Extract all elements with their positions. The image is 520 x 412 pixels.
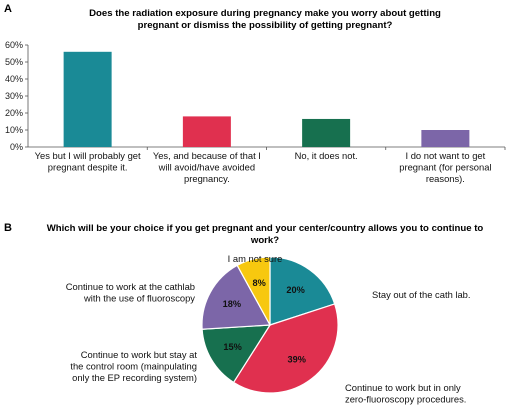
category-label: Yes but I will probably get pregnant desp… [35,150,141,173]
y-tick-label: 0% [10,142,23,152]
slice-category-label: Continue to work but stay at the control … [70,349,197,383]
y-tick-label: 10% [5,125,23,135]
chart-b-title-line-2: work? [250,235,279,246]
slice-percent-label: 8% [253,278,266,288]
y-tick-label: 60% [5,40,23,50]
pie-slice [201,324,272,384]
bar [63,51,112,147]
pie-slice [232,303,339,394]
chart-a-title-line-2: pregnant or dismiss the possibility of g… [138,20,393,31]
panel-b-letter: B [4,222,12,234]
y-tick-label: 50% [5,57,23,67]
slice-category-label: Continue to work at the cathlab with the … [66,281,196,304]
bar [421,130,470,147]
slice-percent-label: 20% [286,285,304,295]
y-tick-label: 40% [5,74,23,84]
pie-slice [269,256,336,326]
bar [182,116,231,147]
slice-category-label: I am not sure [228,253,283,264]
y-tick-label: 20% [5,108,23,118]
slice-percent-label: 39% [287,354,305,364]
slice-category-label: Continue to work but in only zero-fluoros… [345,382,466,405]
category-label: I do not want to get pregnant (for person… [399,150,491,184]
slice-percent-label: 15% [223,342,241,352]
pie-chart: 20% Stay out of the cath lab. 39% Continue … [66,253,471,405]
bar [302,118,351,147]
slice-category-label: Stay out of the cath lab. [372,289,471,300]
slice-percent-label: 18% [223,299,241,309]
chart-b-title-line-1: Which will be your choice if you get pre… [47,223,484,234]
pie-slice [236,256,271,326]
category-label: No, it does not. [295,150,358,161]
panel-a-letter: A [4,3,12,15]
y-tick-label: 30% [5,91,23,101]
chart-a-title-line-1: Does the radiation exposure during pregn… [89,8,441,19]
pie-slice [201,264,271,330]
bar-chart: 0% 10% 20% 30% 40% 50% 60% Yes but I will proba… [5,40,506,184]
